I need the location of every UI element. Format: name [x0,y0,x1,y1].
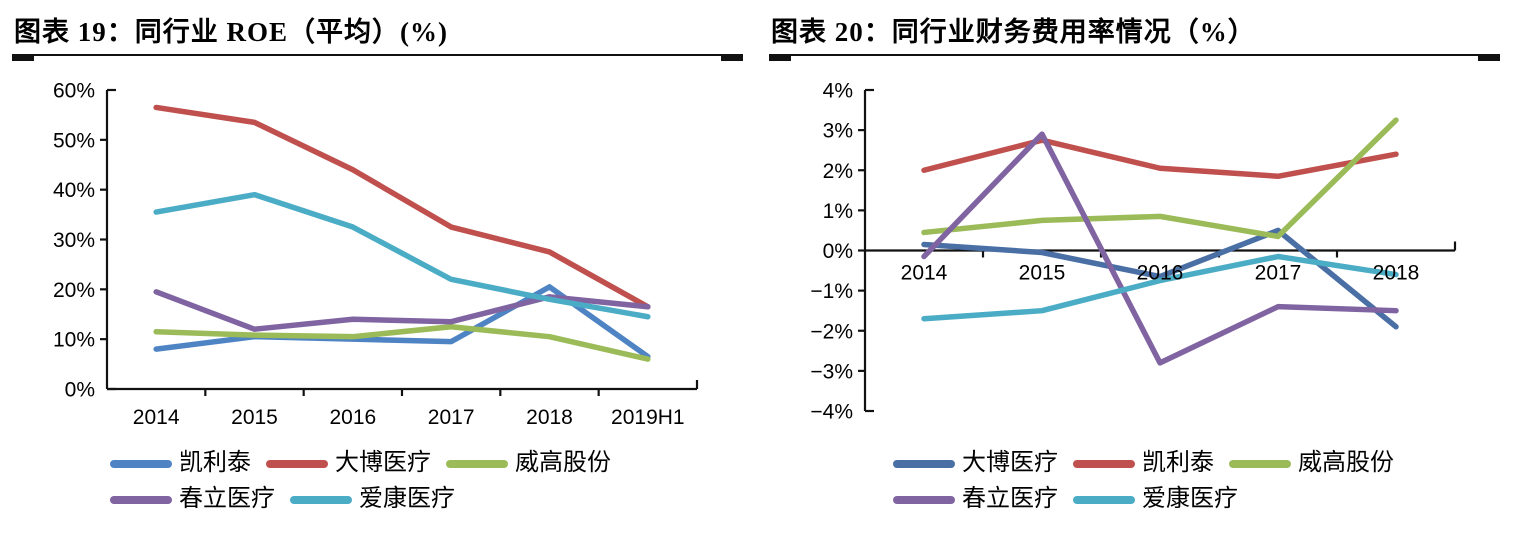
legend-item-爱康医疗: 爱康医疗 [290,485,455,514]
y-tick-label: 3% [823,120,853,143]
x-tick-label: 2017 [1255,262,1302,285]
series-line-春立医疗 [921,131,1399,366]
x-tick-label: 2016 [1137,262,1184,285]
legend-item-爱康医疗: 爱康医疗 [1073,485,1238,514]
legend-row: 春立医疗 爱康医疗 [893,485,1394,514]
title-underline [12,53,743,61]
finance-expense-chart-legend: 大博医疗 凯利泰 威高股份春立医疗 爱康医疗 [893,449,1394,514]
series-line-爱康医疗 [921,253,1399,322]
x-tick-label: 2017 [428,406,475,429]
y-tick-label: −4% [810,401,853,424]
underline-right-cap [721,55,743,61]
x-tick-label: 2014 [901,262,948,285]
x-tick-label: 2015 [231,406,278,429]
legend-label: 威高股份 [1298,450,1394,476]
legend-line-swatch [266,459,328,468]
underline-right-cap [1478,55,1500,61]
legend-row: 春立医疗 爱康医疗 [110,485,611,514]
chart-title: 图表 20：同行业财务费用率情况（%） [771,17,1256,47]
x-tick-label: 2019H1 [611,406,685,429]
legend-item-威高股份: 威高股份 [1229,449,1394,478]
series-line-威高股份 [153,323,651,362]
panel-finance-expense-chart: 图表 20：同行业财务费用率情况（%） −4% −3% −2% −1% 0% 1% 2% 3%… [757,0,1514,552]
legend-line-swatch [1229,459,1291,468]
legend-label: 爱康医疗 [359,486,455,512]
legend-item-大博医疗: 大博医疗 [893,449,1058,478]
legend-line-swatch [1073,459,1135,468]
underline-left-cap [769,55,791,61]
y-tick-label: 50% [53,129,95,152]
underline-line [12,54,743,56]
underline-line [769,54,1500,56]
legend-label: 凯利泰 [1142,450,1214,476]
legend-item-春立医疗: 春立医疗 [110,485,275,514]
legend-item-大博医疗: 大博医疗 [266,449,431,478]
title-underline [769,53,1500,61]
legend-label: 大博医疗 [335,450,431,476]
legend-label: 春立医疗 [962,486,1058,512]
x-tick-label: 2018 [1373,262,1420,285]
roe-line-chart-canvas: 0% 10% 20% 30% 40% 50% 60% 2014 2015 2016 2017 2018… [53,80,699,429]
y-tick-label: 2% [823,160,853,183]
y-tick-label: 10% [53,329,95,352]
finance-expense-line-chart-canvas: −4% −3% −2% −1% 0% 1% 2% 3% 4% 2014 2015 2016 2017 20… [810,80,1457,424]
legend-line-swatch [893,495,955,504]
y-tick-label: 0% [65,379,95,402]
series-line-爱康医疗 [153,191,651,320]
legend-item-威高股份: 威高股份 [446,449,611,478]
legend-row: 大博医疗 凯利泰 威高股份 [893,449,1394,478]
legend-item-凯利泰: 凯利泰 [1073,449,1214,478]
y-tick-label: 60% [53,80,95,103]
legend-line-swatch [1073,495,1135,504]
series-line-凯利泰 [921,137,1399,180]
y-tick-label: −2% [810,320,853,343]
legend-item-春立医疗: 春立医疗 [893,485,1058,514]
y-tick-label: 4% [823,80,853,103]
legend-label: 威高股份 [515,450,611,476]
legend-row: 凯利泰 大博医疗 威高股份 [110,449,611,478]
legend-line-swatch [893,459,955,468]
legend-line-swatch [110,495,172,504]
y-tick-label: −3% [810,360,853,383]
series-line-大博医疗 [153,104,651,310]
series-line-威高股份 [921,117,1399,240]
y-tick-label: 20% [53,279,95,302]
y-tick-label: 40% [53,179,95,202]
x-tick-label: 2018 [526,406,573,429]
x-tick-label: 2016 [329,406,376,429]
legend-item-凯利泰: 凯利泰 [110,449,251,478]
y-tick-label: 0% [823,240,853,263]
panel-roe-chart: 图表 19：同行业 ROE（平均）(%) 0% 10% 20% 30% 40% 50% 60… [12,17,743,514]
legend-line-swatch [290,495,352,504]
x-tick-label: 2014 [133,406,180,429]
legend-label: 爱康医疗 [1142,486,1238,512]
legend-label: 大博医疗 [962,450,1058,476]
x-tick-label: 2015 [1019,262,1066,285]
roe-chart-legend: 凯利泰 大博医疗 威高股份春立医疗 爱康医疗 [110,449,611,514]
series-line-春立医疗 [153,289,651,332]
chart-title: 图表 19：同行业 ROE（平均）(%) [14,17,448,47]
y-tick-label: −1% [810,280,853,303]
y-tick-label: 1% [823,200,853,223]
legend-label: 凯利泰 [179,450,251,476]
legend-line-swatch [110,459,172,468]
legend-line-swatch [446,459,508,468]
underline-left-cap [12,55,34,61]
y-tick-label: 30% [53,229,95,252]
legend-label: 春立医疗 [179,486,275,512]
